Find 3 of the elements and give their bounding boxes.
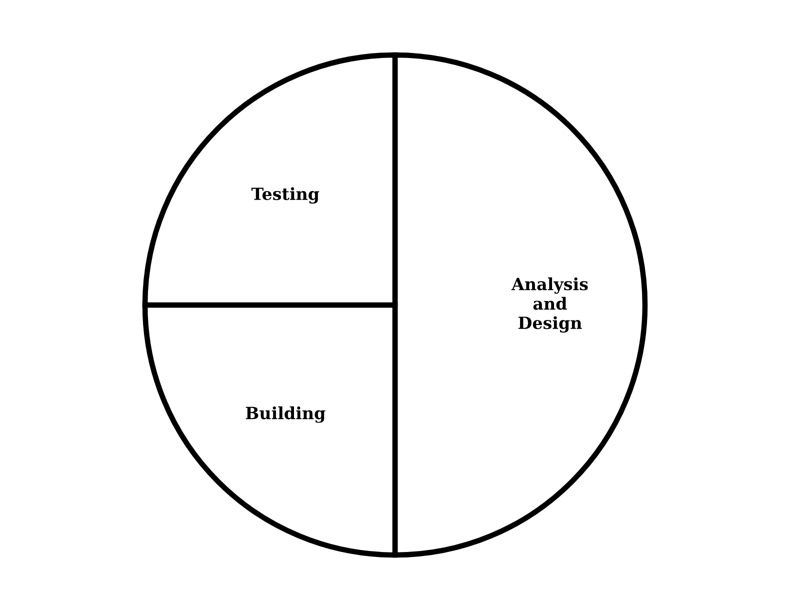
slice-label: Testing <box>251 187 320 204</box>
slice-label: Analysis and Design <box>511 277 588 333</box>
slice-label: Building <box>246 406 326 423</box>
